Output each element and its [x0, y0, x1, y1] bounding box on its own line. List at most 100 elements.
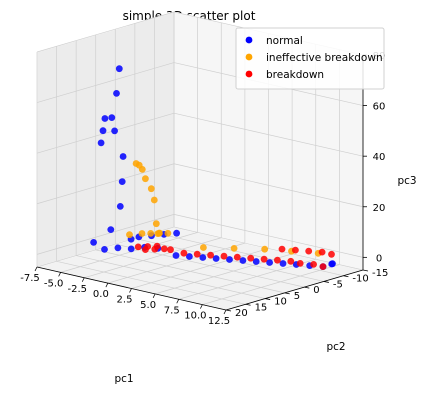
point-breakdown — [318, 248, 326, 256]
left-pane — [36, 11, 175, 268]
point-normal — [266, 259, 273, 266]
legend-marker — [245, 70, 253, 78]
data-points — [90, 65, 336, 270]
x-tick — [81, 277, 85, 282]
point-ineffective-breakdown — [138, 230, 146, 237]
point-normal — [119, 153, 127, 160]
x-gridline-floor — [131, 248, 269, 289]
x-gridline-floor — [202, 264, 340, 305]
point-normal — [114, 244, 122, 252]
x-tick-label: -2.5 — [67, 284, 87, 295]
point-breakdown — [193, 250, 201, 258]
x-tick — [34, 266, 38, 272]
point-breakdown — [142, 246, 149, 254]
x-tick-label: 0.0 — [93, 289, 109, 300]
point-normal — [186, 253, 193, 260]
z-gridline-back — [173, 163, 364, 208]
y-tick-label: 0 — [313, 285, 319, 296]
x-tick — [223, 309, 227, 315]
point-breakdown — [151, 245, 159, 253]
x-tick — [176, 299, 180, 304]
z-axis-label: pc3 — [397, 175, 416, 187]
y-gridline-floor — [154, 232, 344, 277]
point-normal — [113, 90, 120, 97]
legend-marker — [245, 36, 253, 44]
x-gridline-floor — [178, 258, 316, 300]
point-normal — [329, 260, 336, 268]
y-gridline-floor — [76, 255, 266, 299]
point-ineffective-breakdown — [126, 231, 133, 239]
point-ineffective-breakdown — [152, 220, 160, 228]
x-tick-label: -5.0 — [44, 278, 64, 289]
point-ineffective-breakdown — [132, 160, 140, 167]
z-tick-label: 60 — [373, 102, 386, 113]
point-breakdown — [247, 254, 255, 262]
x-tick-label: 5.0 — [140, 300, 156, 311]
point-breakdown — [134, 243, 142, 251]
x-tick-label: 7.5 — [164, 305, 180, 316]
point-ineffective-breakdown — [230, 245, 238, 252]
x-tick — [105, 282, 109, 288]
point-ineffective-breakdown — [200, 244, 207, 251]
z-gridline-back — [173, 112, 364, 157]
y-tick — [362, 269, 369, 272]
y-tick-label: -10 — [352, 274, 368, 285]
point-normal — [199, 254, 207, 261]
point-normal — [111, 127, 118, 135]
point-normal — [90, 239, 97, 246]
x-axis-line — [36, 266, 227, 311]
point-normal — [226, 256, 233, 263]
axis-ticks: -7.5 -5.0 -2.5 0.0 2.5 5.0 7.5 10.0 12.5 -15 -10 -5… — [20, 51, 388, 327]
z-tick-label: 20 — [373, 203, 386, 214]
point-normal — [97, 139, 105, 147]
x-tick — [129, 288, 132, 293]
point-normal — [212, 255, 220, 262]
x-tick — [58, 272, 61, 277]
z-tick-label: 40 — [373, 152, 386, 163]
point-breakdown — [233, 253, 241, 261]
point-ineffective-breakdown — [164, 229, 172, 237]
point-breakdown — [310, 261, 317, 268]
point-breakdown — [260, 255, 268, 263]
x-tick — [152, 293, 156, 299]
point-normal — [116, 203, 124, 210]
y-gridline-floor — [56, 260, 246, 305]
z-gridline-back — [173, 214, 364, 258]
point-ineffective-breakdown — [142, 175, 149, 183]
point-ineffective-breakdown — [261, 245, 269, 253]
point-normal — [173, 229, 181, 237]
point-normal — [118, 178, 126, 186]
x-tick-label: -7.5 — [20, 273, 40, 284]
point-ineffective-breakdown — [156, 229, 163, 237]
z-gridline-left — [36, 163, 175, 205]
y-tick-label: -15 — [372, 268, 388, 279]
y-gridline-floor — [95, 249, 285, 294]
legend-label: breakdown — [266, 69, 324, 81]
legend-label: normal — [266, 35, 303, 47]
z-gridline-left — [36, 62, 175, 103]
legend-label: ineffective breakdown — [266, 52, 383, 64]
point-breakdown — [207, 251, 215, 259]
point-normal — [101, 115, 109, 122]
y-axis-line — [225, 269, 364, 311]
point-ineffective-breakdown — [147, 185, 155, 193]
point-breakdown — [278, 245, 286, 253]
point-breakdown — [287, 257, 295, 265]
point-breakdown — [180, 249, 188, 257]
y-tick-label: 20 — [235, 308, 248, 319]
y-axis-label: pc2 — [326, 341, 345, 353]
point-ineffective-breakdown — [147, 230, 155, 237]
z-tick-label: 0 — [376, 253, 382, 264]
point-normal — [172, 252, 180, 259]
point-breakdown — [274, 256, 281, 264]
legend: normal ineffective breakdown breakdown — [235, 27, 385, 90]
point-breakdown — [328, 250, 335, 258]
legend-marker — [245, 53, 253, 61]
y-tick-label: 15 — [255, 302, 268, 313]
point-normal — [101, 246, 108, 253]
point-ineffective-breakdown — [150, 196, 158, 204]
point-normal — [99, 127, 107, 135]
point-normal — [239, 257, 247, 264]
z-gridline-left — [36, 11, 175, 53]
